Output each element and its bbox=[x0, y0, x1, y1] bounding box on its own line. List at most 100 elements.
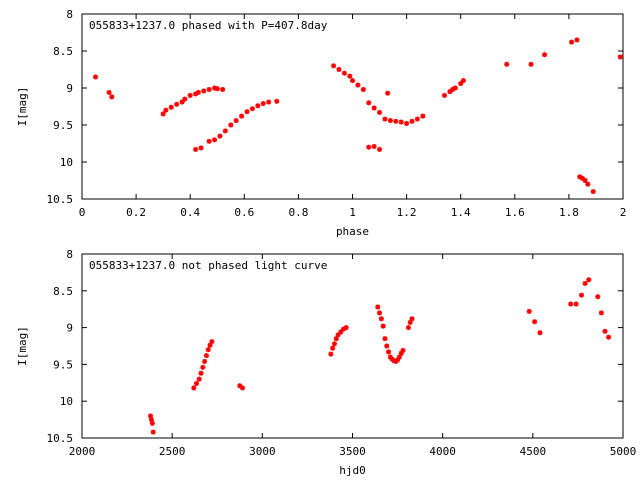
data-point bbox=[333, 336, 339, 342]
data-point bbox=[331, 341, 337, 347]
data-point bbox=[343, 325, 349, 331]
y-tick-label: 9.5 bbox=[53, 119, 73, 132]
plot-frame bbox=[81, 13, 624, 200]
data-point bbox=[385, 90, 391, 96]
data-point bbox=[617, 54, 623, 60]
data-point bbox=[414, 116, 420, 122]
data-point bbox=[569, 39, 575, 45]
data-point bbox=[244, 109, 250, 115]
data-point bbox=[205, 347, 211, 353]
data-point bbox=[220, 86, 226, 92]
data-point bbox=[400, 347, 406, 353]
data-point bbox=[377, 109, 383, 115]
data-point bbox=[360, 86, 366, 92]
data-point bbox=[590, 189, 596, 195]
data-point bbox=[568, 301, 574, 307]
data-point bbox=[212, 137, 218, 143]
y-tick-label: 10.5 bbox=[47, 193, 74, 206]
data-point bbox=[586, 277, 592, 283]
data-point bbox=[217, 133, 223, 139]
data-point bbox=[179, 99, 185, 105]
data-point bbox=[196, 376, 202, 382]
data-point bbox=[380, 323, 386, 329]
data-point bbox=[148, 417, 154, 423]
data-point bbox=[150, 429, 156, 435]
x-tick-label: 4000 bbox=[429, 445, 456, 458]
data-point bbox=[255, 103, 261, 109]
data-point bbox=[336, 67, 342, 72]
data-point bbox=[191, 385, 197, 391]
data-point bbox=[239, 385, 245, 391]
data-point bbox=[375, 304, 381, 310]
phased-light-curve-panel: 0 0.2 0.4 0.6 0.8 1 1.2 1.4 1.6 1.8 2 8 8.5 9 9.5 10 10.… bbox=[16, 8, 626, 238]
data-point bbox=[387, 118, 393, 124]
data-point bbox=[573, 301, 579, 307]
data-point bbox=[579, 292, 585, 298]
x-tick-label: 0.6 bbox=[234, 206, 254, 219]
data-point bbox=[209, 339, 215, 345]
y-tick-label: 10 bbox=[60, 395, 73, 408]
data-point bbox=[532, 319, 538, 325]
data-point bbox=[585, 181, 591, 187]
data-point bbox=[201, 88, 207, 94]
data-point bbox=[398, 119, 404, 125]
x-axis-title: phase bbox=[336, 225, 369, 238]
data-point bbox=[377, 146, 383, 152]
x-tick-label: 1.6 bbox=[505, 206, 525, 219]
data-point bbox=[338, 329, 344, 335]
data-point bbox=[441, 92, 447, 98]
plot-frame bbox=[81, 253, 624, 439]
y-tick-label: 9 bbox=[66, 322, 73, 335]
x-tick-label: 4500 bbox=[520, 445, 547, 458]
data-point bbox=[193, 146, 199, 152]
data-point bbox=[355, 82, 361, 88]
x-tick-label: 5000 bbox=[610, 445, 637, 458]
data-point bbox=[182, 96, 188, 102]
data-point bbox=[198, 370, 204, 376]
x-tick-label: 3000 bbox=[249, 445, 276, 458]
data-point bbox=[160, 111, 166, 117]
data-point bbox=[328, 351, 334, 357]
data-point bbox=[163, 107, 169, 113]
data-point bbox=[341, 70, 347, 76]
data-point bbox=[149, 420, 155, 426]
data-point bbox=[582, 280, 588, 286]
data-point bbox=[371, 105, 377, 111]
y-tick-label: 10 bbox=[60, 156, 73, 169]
x-tick-label: 1 bbox=[349, 206, 356, 219]
data-point bbox=[106, 89, 112, 95]
data-point bbox=[460, 78, 466, 84]
data-point bbox=[382, 336, 388, 342]
data-point bbox=[206, 86, 212, 92]
data-point bbox=[582, 178, 588, 183]
data-point bbox=[452, 85, 458, 91]
data-point bbox=[194, 381, 200, 387]
x-tick-label: 0.2 bbox=[126, 206, 146, 219]
x-tick-label: 1.2 bbox=[397, 206, 417, 219]
data-point bbox=[239, 113, 245, 119]
data-point bbox=[393, 118, 399, 124]
x-axis-title: hjd0 bbox=[339, 464, 366, 477]
data-point bbox=[405, 325, 411, 331]
data-point bbox=[195, 89, 201, 95]
data-point bbox=[214, 86, 220, 92]
data-point bbox=[206, 138, 212, 144]
data-point bbox=[202, 358, 208, 364]
data-point bbox=[222, 128, 228, 134]
x-tick-label: 2000 bbox=[69, 445, 96, 458]
y-tick-label: 9.5 bbox=[53, 358, 73, 371]
x-tick-label: 0 bbox=[79, 206, 86, 219]
chart-title: 055833+1237.0 phased with P=407.8day bbox=[89, 19, 328, 32]
data-point bbox=[595, 294, 601, 300]
data-point bbox=[386, 349, 392, 355]
data-point bbox=[200, 364, 206, 370]
data-point bbox=[109, 94, 115, 100]
data-point bbox=[187, 92, 193, 98]
chart-title: 055833+1237.0 not phased light curve bbox=[89, 259, 327, 272]
data-point bbox=[228, 122, 234, 128]
y-tick-label: 10.5 bbox=[47, 432, 74, 445]
data-point bbox=[174, 101, 180, 107]
data-point bbox=[331, 63, 337, 69]
data-point bbox=[384, 343, 390, 349]
